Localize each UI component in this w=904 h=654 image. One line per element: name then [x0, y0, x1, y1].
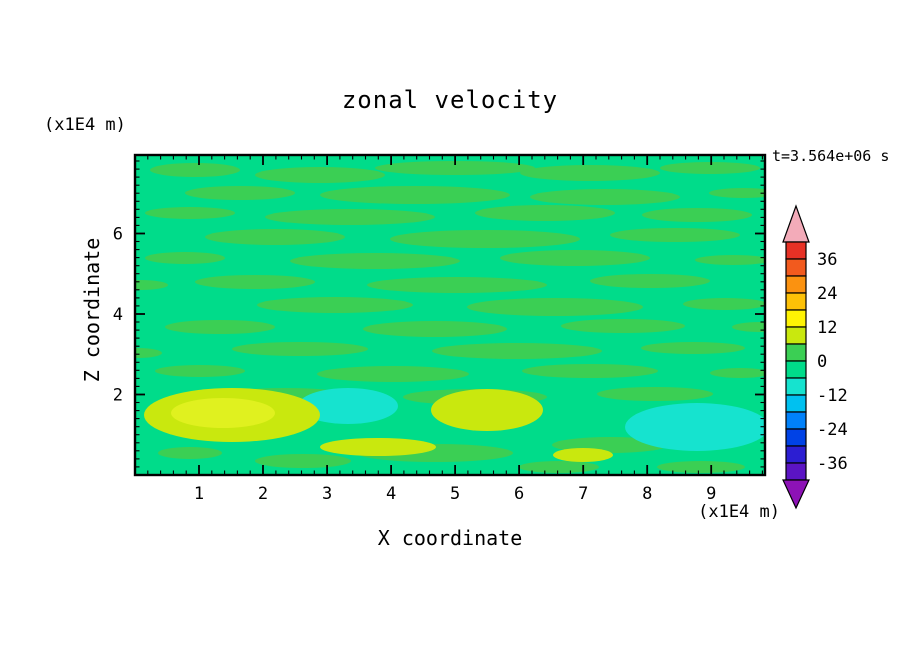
contour-blob [642, 208, 752, 222]
contour-blob [475, 205, 615, 221]
contour-blob [390, 230, 580, 248]
contour-blob [320, 186, 510, 204]
contour-blob [432, 343, 602, 359]
colorbar-tick-label: 12 [817, 318, 837, 338]
x-tick-label: 4 [386, 484, 396, 504]
contour-blob [320, 438, 436, 456]
y-tick-label: 2 [113, 386, 123, 406]
colorbar-segment [785, 292, 807, 311]
contour-blob [363, 321, 507, 337]
contour-blob [660, 162, 760, 174]
contour-blob [145, 207, 235, 219]
contour-blob [135, 280, 168, 290]
x-tick-label: 8 [642, 484, 652, 504]
contour-blob [641, 342, 745, 354]
colorbar-tick-label: -36 [817, 454, 848, 474]
contour-blob [597, 387, 713, 401]
contour-blob [255, 454, 351, 468]
colorbar-tick-label: 0 [817, 352, 827, 372]
contour-blob [367, 277, 547, 293]
contour-blob [145, 252, 225, 264]
x-tick-label: 3 [322, 484, 332, 504]
contour-blob [375, 161, 535, 175]
contour-blob [519, 461, 599, 473]
y-tick-label: 6 [113, 225, 123, 245]
contour-blob [500, 250, 650, 266]
colorbar-segment [785, 411, 807, 430]
y-tick-label: 4 [113, 305, 123, 325]
contour-field-blobs [135, 161, 765, 473]
contour-blob [530, 189, 680, 205]
x-axis-label: X coordinate [377, 526, 523, 550]
colorbar-tick-label: -12 [817, 386, 848, 406]
contour-blob [158, 447, 222, 459]
contour-blob [171, 398, 275, 428]
plot-frame [133, 153, 767, 477]
contour-plot: 1 2 3 4 5 6 7 8 9 2 4 6 [113, 153, 767, 504]
contour-blob [265, 209, 435, 225]
contour-blob [561, 319, 685, 333]
x-tick-label: 1 [194, 484, 204, 504]
colorbar-segment [785, 343, 807, 362]
time-annotation: t=3.564e+06 s [772, 147, 890, 165]
colorbar-segment [785, 326, 807, 345]
contour-blob [732, 322, 765, 332]
contour-blob [610, 228, 740, 242]
x-tick-label: 7 [578, 484, 588, 504]
y-axis-unit: (x1E4 m) [44, 115, 126, 135]
x-tick-label: 5 [450, 484, 460, 504]
colorbar-segment [785, 241, 807, 260]
contour-blob [135, 348, 162, 358]
colorbar-segment [785, 377, 807, 396]
contour-blob [710, 368, 765, 378]
contour-blob [298, 388, 398, 424]
colorbar-segment [785, 360, 807, 379]
contour-blob [553, 448, 613, 462]
colorbar-bottom-arrow [782, 479, 810, 510]
colorbar-top-arrow [782, 204, 810, 243]
contour-blob [520, 165, 660, 181]
contour-blob [317, 366, 469, 382]
contour-blob [185, 186, 295, 200]
contour-blob [150, 163, 240, 177]
contour-blob [467, 298, 643, 316]
contour-blob [195, 275, 315, 289]
contour-blob [165, 320, 275, 334]
x-tick-label: 2 [258, 484, 268, 504]
contour-blob [625, 403, 765, 451]
contour-blob [522, 364, 658, 378]
contour-blob [155, 365, 245, 377]
x-tick-label: 6 [514, 484, 524, 504]
contour-blob [709, 188, 765, 198]
colorbar-segment [785, 394, 807, 413]
contour-blob [232, 342, 368, 356]
colorbar-tick-label: -24 [817, 420, 848, 440]
contour-blob [683, 298, 765, 310]
contour-blob [695, 255, 765, 265]
contour-blob [290, 253, 460, 269]
contour-blob [255, 167, 385, 183]
colorbar-segment [785, 275, 807, 294]
contour-blob [205, 229, 345, 245]
contour-blob [590, 274, 710, 288]
colorbar-tick-label: 36 [817, 250, 837, 270]
contour-blob [657, 461, 745, 473]
colorbar-tick-label: 24 [817, 284, 837, 304]
x-axis-unit: (x1E4 m) [698, 502, 780, 522]
x-tick-label: 9 [706, 484, 716, 504]
colorbar-segment [785, 309, 807, 328]
colorbar-segment [785, 445, 807, 464]
plot-title: zonal velocity [341, 86, 559, 114]
colorbar-segment [785, 462, 807, 481]
contour-blob [431, 389, 543, 431]
colorbar-segment [785, 428, 807, 447]
colorbar-segment [785, 258, 807, 277]
colorbar: 36 24 12 0 -12 -24 -36 [782, 204, 848, 510]
contour-blob [257, 297, 413, 313]
